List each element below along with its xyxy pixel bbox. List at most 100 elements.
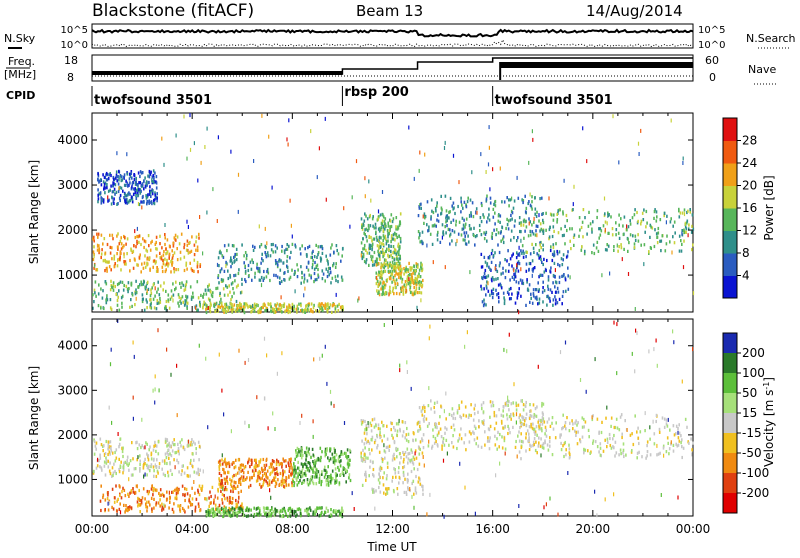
heatmap-cell [191,235,193,238]
heatmap-cell [142,298,144,301]
heatmap-cell [583,425,585,428]
heatmap-cell [437,443,439,446]
heatmap-cell [153,507,155,510]
heatmap-cell [572,427,574,430]
heatmap-cell [146,473,148,476]
heatmap-cell [679,215,681,218]
heatmap-cell [347,448,349,451]
heatmap-cell [306,465,308,468]
heatmap-cell [481,407,483,410]
heatmap-cell [326,198,327,202]
heatmap-cell [285,459,287,462]
heatmap-cell [265,309,267,312]
heatmap-cell [379,228,381,231]
heatmap-cell [388,248,390,251]
heatmap-cell [92,293,94,296]
heatmap-cell [281,295,282,299]
heatmap-cell [489,187,490,191]
heatmap-cell [104,237,106,240]
heatmap-cell [176,459,178,462]
heatmap-cell [135,491,137,494]
heatmap-cell [155,262,157,265]
heatmap-cell [192,292,194,295]
heatmap-cell [692,243,694,246]
heatmap-cell [561,427,563,430]
heatmap-cell [542,244,544,247]
heatmap-cell [133,193,135,196]
heatmap-cell [170,298,172,301]
heatmap-cell [308,448,310,451]
heatmap-cell [182,301,184,304]
heatmap-cell [646,210,648,213]
heatmap-cell [632,216,634,219]
heatmap-cell [190,443,192,446]
heatmap-cell [366,432,368,435]
heatmap-cell [149,445,151,448]
heatmap-cell [141,263,143,266]
heatmap-cell [244,311,246,314]
heatmap-cell [518,281,520,284]
heatmap-cell [248,509,250,512]
heatmap-cell [482,265,484,268]
heatmap-cell [266,476,268,479]
heatmap-cell [682,161,683,165]
heatmap-cell [321,450,323,453]
heatmap-cell [416,287,418,290]
heatmap-cell [153,283,155,286]
heatmap-cell [254,246,256,249]
heatmap-cell [143,267,145,270]
heatmap-cell [153,475,155,478]
heatmap-cell [306,304,308,307]
heatmap-cell [539,274,541,277]
heatmap-cell [605,417,607,420]
heatmap-cell [386,477,388,480]
heatmap-cell [159,297,161,300]
heatmap-cell [365,456,367,459]
heatmap-cell [198,441,200,444]
heatmap-cell [189,251,191,254]
heatmap-cell [570,275,571,279]
heatmap-cell [542,274,544,277]
heatmap-cell [131,177,133,180]
heatmap-cell [683,157,684,161]
heatmap-cell [618,232,620,235]
heatmap-cell [384,286,386,289]
heatmap-cell [143,466,145,469]
heatmap-cell [275,304,277,307]
heatmap-cell [595,440,597,443]
heatmap-cell [161,509,163,512]
heatmap-cell [244,265,246,268]
heatmap-cell [294,273,296,276]
heatmap-cell [167,264,169,267]
heatmap-cell [159,235,161,238]
heatmap-cell [484,444,486,447]
heatmap-cell [156,181,158,184]
heatmap-cell [100,287,102,290]
heatmap-cell [501,286,503,289]
heatmap-cell [392,261,394,264]
heatmap-cell [616,418,618,421]
heatmap-cell [393,292,395,295]
heatmap-cell [313,306,315,309]
heatmap-cell [489,436,491,439]
heatmap-cell [117,299,119,302]
heatmap-cell [350,479,352,482]
heatmap-cell [147,175,149,178]
heatmap-cell [110,280,112,283]
heatmap-cell [258,460,260,463]
heatmap-cell [118,170,120,173]
heatmap-cell [587,449,589,452]
heatmap-cell [640,244,642,247]
heatmap-cell [290,515,292,518]
heatmap-cell [231,259,233,262]
heatmap-cell [449,210,451,213]
heatmap-cell [140,270,142,273]
heatmap-cell [556,281,558,284]
heatmap-cell [681,250,683,253]
heatmap-cell [407,473,409,476]
heatmap-cell [200,304,201,308]
heatmap-cell [487,436,489,439]
heatmap-cell [624,419,626,422]
heatmap-cell [435,225,437,228]
